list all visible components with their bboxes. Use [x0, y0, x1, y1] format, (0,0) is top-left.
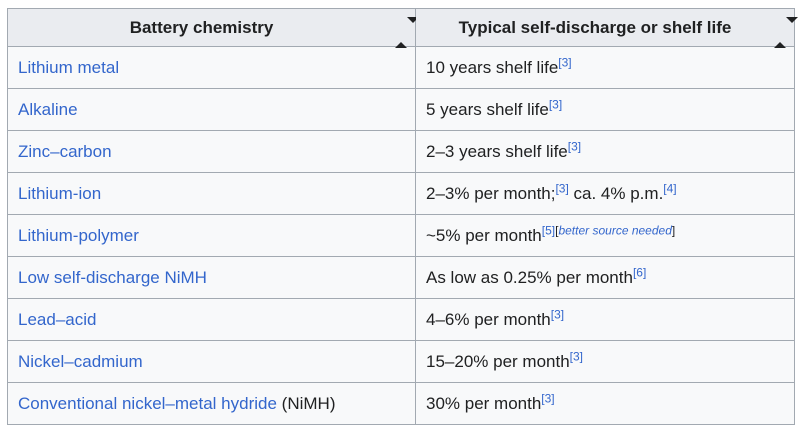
reference-superscript: [3] [570, 349, 583, 363]
value-text: ca. 4% p.m. [568, 184, 664, 203]
reference-link[interactable]: [4] [663, 181, 677, 196]
value-text: 15–20% per month [426, 352, 570, 371]
chemistry-cell: Alkaline [7, 88, 416, 131]
reference-link[interactable]: [3] [567, 139, 582, 154]
chemistry-link[interactable]: Conventional nickel–metal hydride [18, 394, 277, 413]
reference-superscript: [6] [633, 265, 646, 279]
chemistry-cell: Nickel–cadmium [7, 340, 416, 383]
reference-superscript: [5] [542, 223, 555, 237]
chemistry-cell: Zinc–carbon [7, 130, 416, 173]
chemistry-cell: Lead–acid [7, 298, 416, 341]
reference-superscript: [3] [549, 97, 562, 111]
reference-link[interactable]: [3] [541, 391, 555, 406]
inline-template-superscript: [better source needed] [555, 223, 676, 238]
value-text: 30% per month [426, 394, 542, 413]
reference-superscript: [4] [663, 181, 676, 195]
reference-link[interactable]: [3] [569, 349, 583, 364]
reference-link[interactable]: [3] [548, 97, 563, 112]
value-cell: ~5% per month[5][better source needed] [415, 214, 795, 257]
reference-link[interactable]: [5] [541, 223, 556, 238]
value-text: 5 years shelf life [426, 100, 549, 119]
value-text: 2–3 years shelf life [426, 142, 568, 161]
value-cell: 2–3% per month;[3] ca. 4% p.m.[4] [415, 172, 795, 215]
column-header-label: Typical self-discharge or shelf life [458, 18, 732, 37]
reference-superscript: [3] [555, 181, 568, 195]
reference-link[interactable]: [6] [632, 265, 647, 280]
chemistry-link[interactable]: Zinc–carbon [18, 142, 112, 161]
table-row: Lithium-polymer ~5% per month[5][better s… [7, 214, 795, 257]
value-text: As low as 0.25% per month [426, 268, 633, 287]
chemistry-link[interactable]: Lithium-ion [18, 184, 102, 203]
chemistry-link[interactable]: Low self-discharge NiMH [18, 268, 207, 287]
table-row: Lithium-ion 2–3% per month;[3] ca. 4% p.m… [7, 172, 795, 215]
chemistry-link[interactable]: Nickel–cadmium [18, 352, 143, 371]
column-header-self-discharge[interactable]: Typical self-discharge or shelf life [415, 8, 798, 48]
chemistry-cell: Lithium-polymer [7, 214, 416, 257]
chemistry-suffix: (NiMH) [276, 394, 336, 413]
battery-self-discharge-table: Battery chemistry Typical self-discharge… [7, 8, 798, 425]
chemistry-cell: Conventional nickel–metal hydride (NiMH) [7, 382, 416, 425]
chemistry-link[interactable]: Lithium-polymer [18, 226, 139, 245]
value-text: ~5% per month [426, 226, 542, 245]
sort-arrows-icon [774, 16, 798, 48]
chemistry-link[interactable]: Lead–acid [18, 310, 97, 329]
value-cell: 15–20% per month[3] [415, 340, 795, 383]
column-header-label: Battery chemistry [129, 18, 274, 37]
chemistry-cell: Low self-discharge NiMH [7, 256, 416, 299]
chemistry-link[interactable]: Alkaline [18, 100, 78, 119]
table-row: Conventional nickel–metal hydride (NiMH)… [7, 382, 795, 425]
reference-link[interactable]: [3] [555, 181, 569, 196]
reference-superscript: [3] [558, 55, 571, 69]
table-row: Lithium metal 10 years shelf life[3] [7, 46, 795, 89]
value-cell: 5 years shelf life[3] [415, 88, 795, 131]
reference-link[interactable]: [3] [550, 307, 565, 322]
better-source-needed-link[interactable]: better source needed [558, 223, 672, 238]
reference-superscript: [3] [568, 139, 581, 153]
sort-arrows-icon [395, 16, 419, 48]
value-cell: 30% per month[3] [415, 382, 795, 425]
reference-superscript: [3] [551, 307, 564, 321]
table-row: Nickel–cadmium 15–20% per month[3] [7, 340, 795, 383]
value-text: 4–6% per month [426, 310, 551, 329]
value-cell: 2–3 years shelf life[3] [415, 130, 795, 173]
table-row: Low self-discharge NiMH As low as 0.25% p… [7, 256, 795, 299]
reference-link[interactable]: [3] [558, 55, 572, 70]
table-row: Alkaline 5 years shelf life[3] [7, 88, 795, 131]
chemistry-cell: Lithium metal [7, 46, 416, 89]
value-text: 10 years shelf life [426, 58, 559, 77]
reference-superscript: [3] [541, 391, 554, 405]
chemistry-cell: Lithium-ion [7, 172, 416, 215]
value-cell: 4–6% per month[3] [415, 298, 795, 341]
value-cell: 10 years shelf life[3] [415, 46, 795, 89]
table-row: Zinc–carbon 2–3 years shelf life[3] [7, 130, 795, 173]
table-row: Lead–acid 4–6% per month[3] [7, 298, 795, 341]
header-row: Battery chemistry Typical self-discharge… [7, 8, 798, 48]
column-header-battery-chemistry[interactable]: Battery chemistry [7, 8, 419, 48]
chemistry-link[interactable]: Lithium metal [18, 58, 120, 77]
value-cell: As low as 0.25% per month[6] [415, 256, 795, 299]
value-text: 2–3% per month; [426, 184, 556, 203]
